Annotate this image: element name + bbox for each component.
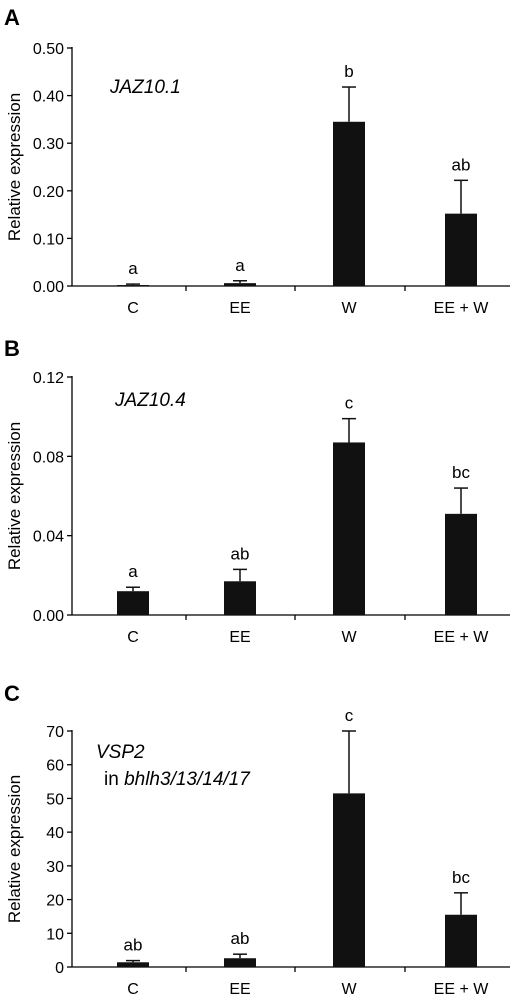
y-axis-label: Relative expression <box>5 775 24 923</box>
y-tick-label: 0.40 <box>33 89 64 106</box>
bar <box>117 591 149 615</box>
chart-panel-b: B Relative expression 0.00 0.04 0.08 0.12 a Cab… <box>4 336 510 646</box>
gene-label: VSP2 <box>96 742 145 763</box>
panel-label: B <box>4 336 20 361</box>
x-tick-label: W <box>341 300 357 317</box>
x-tick-label: C <box>127 981 139 998</box>
significance-letter: b <box>344 62 353 81</box>
x-tick-label: EE + W <box>434 629 490 646</box>
x-tick-label: EE <box>229 981 250 998</box>
gene-sublabel: in bhlh3/13/14/17 <box>104 769 251 790</box>
bar <box>117 962 149 967</box>
chart-panel-a: A Relative expression 0.00 0.10 0.20 0.30 0.40… <box>4 5 510 317</box>
y-tick-label: 0.20 <box>33 184 64 201</box>
bar <box>224 958 256 967</box>
bar <box>333 793 365 967</box>
significance-letter: ab <box>231 929 250 948</box>
y-axis-label: Relative expression <box>5 422 24 570</box>
significance-letter: c <box>345 394 354 413</box>
y-tick-label: 0.50 <box>33 41 64 58</box>
bar <box>333 121 365 286</box>
y-tick-label: 0 <box>55 960 64 977</box>
x-tick-label: EE <box>229 300 250 317</box>
y-tick-label: 0.12 <box>33 370 64 387</box>
y-tick-label: 50 <box>46 791 64 808</box>
y-tick-label: 0.10 <box>33 231 64 248</box>
x-tick-label: C <box>127 629 139 646</box>
y-axis-label: Relative expression <box>5 93 24 241</box>
significance-letter: bc <box>452 463 470 482</box>
x-tick-label: C <box>127 300 139 317</box>
bar <box>117 285 149 287</box>
x-tick-label: W <box>341 981 357 998</box>
gene-label: JAZ10.1 <box>109 77 181 98</box>
y-tick-label: 20 <box>46 893 64 910</box>
significance-letter: a <box>128 259 138 278</box>
y-tick-label: 30 <box>46 859 64 876</box>
bar <box>445 914 477 967</box>
chart-panel-c: C Relative expression 0 10 20 30 40 50 60 70 ab Cab… <box>4 681 510 998</box>
bar <box>333 442 365 615</box>
x-tick-label: W <box>341 629 357 646</box>
y-tick-label: 0.30 <box>33 136 64 153</box>
bar <box>224 283 256 286</box>
y-tick-label: 70 <box>46 724 64 741</box>
y-tick-label: 0.04 <box>33 529 64 546</box>
bar <box>445 213 477 286</box>
significance-letter: c <box>345 706 354 725</box>
x-tick-label: EE <box>229 629 250 646</box>
significance-letter: a <box>235 256 245 275</box>
significance-letter: ab <box>124 936 143 955</box>
y-tick-label: 0.00 <box>33 608 64 625</box>
significance-letter: ab <box>231 544 250 563</box>
y-tick-label: 0.08 <box>33 449 64 466</box>
significance-letter: bc <box>452 868 470 887</box>
y-tick-label: 0.00 <box>33 279 64 296</box>
y-tick-label: 60 <box>46 758 64 775</box>
significance-letter: a <box>128 562 138 581</box>
x-tick-label: EE + W <box>434 300 490 317</box>
bar <box>445 513 477 615</box>
x-tick-label: EE + W <box>434 981 490 998</box>
significance-letter: ab <box>452 155 471 174</box>
bar <box>224 581 256 615</box>
gene-label: JAZ10.4 <box>114 390 186 411</box>
y-tick-label: 10 <box>46 926 64 943</box>
panel-label: C <box>4 681 20 706</box>
y-tick-label: 40 <box>46 825 64 842</box>
panel-label: A <box>4 5 20 30</box>
